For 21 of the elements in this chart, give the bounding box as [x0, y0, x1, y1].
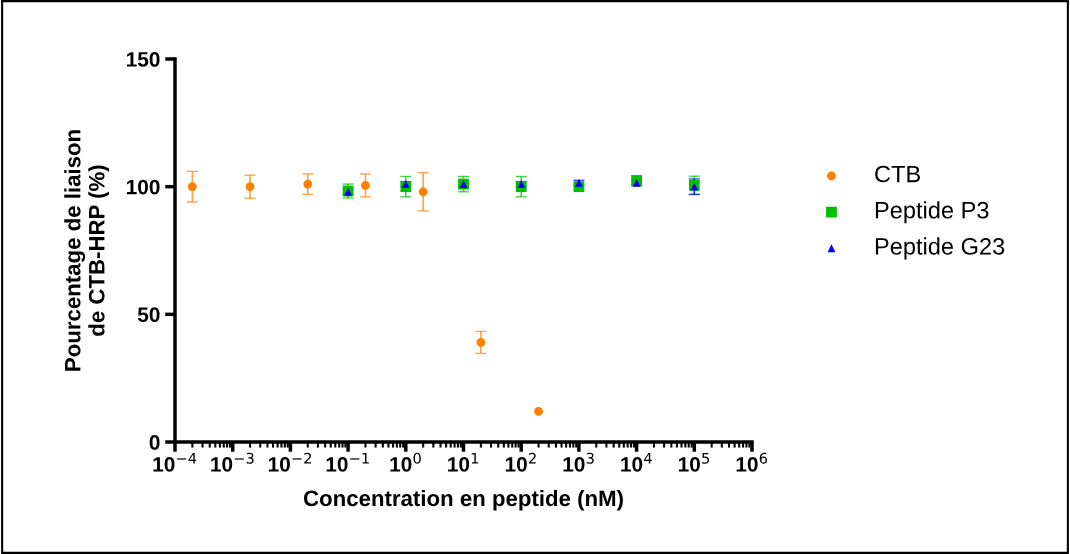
y-tick-label: 50	[137, 307, 160, 323]
legend-label: CTB	[875, 165, 920, 183]
legend-label: Peptide G23	[875, 237, 1005, 260]
x-tick-label: 10$^{0}$	[390, 452, 421, 472]
x-tick-label: 10$^{−3}$	[211, 452, 254, 472]
y-axis-title: Pourcentage de liaison de CTB-HRP (%)	[64, 130, 109, 371]
x-tick-label: 10$^{−4}$	[153, 452, 197, 472]
y-tick-label: 100	[126, 179, 160, 195]
x-tick-label: 10$^{−2}$	[268, 452, 311, 472]
x-tick-label: 10$^{6}$	[736, 452, 768, 472]
x-tick-label: 10$^{2}$	[505, 452, 536, 472]
x-tick-label: 10$^{1}$	[448, 452, 479, 472]
y-tick-label: 150	[126, 52, 160, 67]
point	[574, 178, 583, 187]
legend-label: Peptide P3	[875, 201, 989, 224]
x-tick-label: 10$^{5}$	[678, 452, 710, 472]
x-axis-title: Concentration en peptide (nM)	[303, 489, 623, 511]
x-tick-label: 10$^{3}$	[563, 452, 594, 472]
x-tick-label: 10$^{4}$	[621, 452, 652, 472]
x-tick-label: 10$^{−1}$	[326, 452, 369, 472]
y-tick-label: 0	[149, 435, 160, 450]
